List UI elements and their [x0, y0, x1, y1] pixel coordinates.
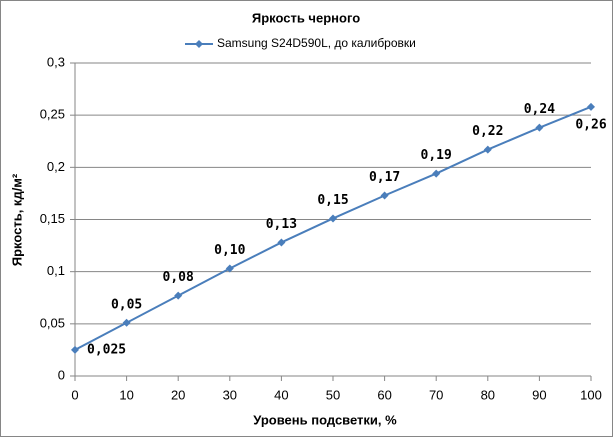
- data-label: 0,08: [163, 270, 194, 285]
- y-tick-label: 0: [58, 367, 65, 382]
- y-tick-label: 0,3: [47, 54, 65, 69]
- point: [432, 169, 441, 178]
- x-tick-label: 0: [71, 387, 78, 402]
- point: [483, 145, 492, 154]
- point: [587, 102, 595, 111]
- point: [277, 238, 286, 247]
- x-tick-label: 70: [429, 387, 443, 402]
- x-tick-label: 100: [580, 387, 602, 402]
- data-label: 0,025: [87, 342, 126, 357]
- point: [225, 264, 234, 273]
- data-label: 0,19: [421, 148, 452, 163]
- y-tick-label: 0,15: [40, 211, 65, 226]
- data-label: 0,05: [111, 297, 142, 312]
- legend-marker: [195, 40, 203, 48]
- legend-label: Samsung S24D590L, до калибровки: [217, 36, 416, 50]
- x-tick-label: 80: [481, 387, 495, 402]
- y-tick-label: 0,2: [47, 159, 65, 174]
- y-axis-title: Яркость, кд/м²: [9, 173, 24, 266]
- data-label: 0,17: [369, 170, 400, 185]
- x-tick-label: 60: [377, 387, 391, 402]
- y-tick-label: 0,25: [40, 107, 65, 122]
- data-label: 0,10: [214, 243, 245, 258]
- point: [329, 214, 337, 223]
- data-label: 0,13: [266, 217, 297, 232]
- y-tick-label: 0,1: [47, 263, 65, 278]
- data-label: 0,15: [317, 193, 348, 208]
- point: [122, 318, 131, 327]
- point: [535, 123, 544, 132]
- point: [174, 291, 183, 300]
- point: [71, 345, 79, 354]
- x-tick-label: 30: [223, 387, 237, 402]
- point: [380, 191, 389, 200]
- data-label: 0,22: [472, 124, 503, 139]
- x-tick-label: 20: [171, 387, 185, 402]
- x-tick-label: 50: [326, 387, 340, 402]
- chart-title: Яркость черного: [252, 10, 360, 25]
- y-tick-label: 0,05: [40, 315, 65, 330]
- x-axis-title: Уровень подсветки, %: [253, 412, 397, 427]
- x-tick-label: 90: [532, 387, 546, 402]
- data-label: 0,24: [524, 102, 555, 117]
- x-tick-label: 10: [119, 387, 133, 402]
- x-tick-label: 40: [274, 387, 288, 402]
- data-label: 0,26: [575, 117, 606, 132]
